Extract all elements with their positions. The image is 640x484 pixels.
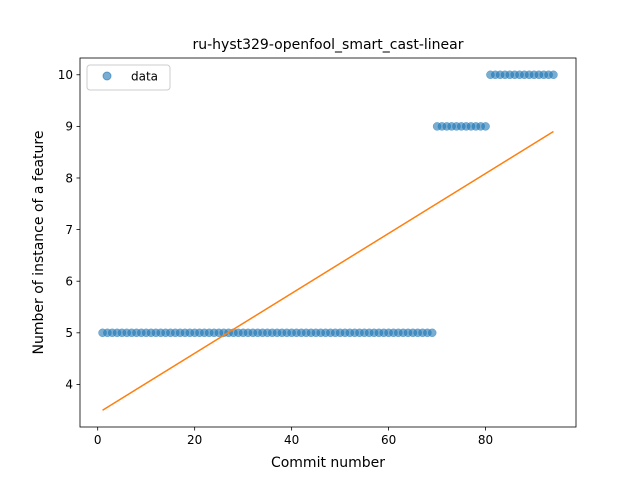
- data-point: [549, 70, 558, 80]
- fit-line: [102, 130, 554, 411]
- data-point: [481, 122, 490, 131]
- data-point: [427, 328, 437, 338]
- tick-group: 0 20 40 60 80 4 5 6 7 8 9 10: [58, 68, 493, 447]
- legend-marker: [102, 71, 112, 81]
- x-tick-label: 20: [187, 433, 202, 447]
- chart-title: ru-hyst329-openfool_smart_cast-linear: [192, 37, 463, 53]
- x-axis-label: Commit number: [271, 455, 385, 471]
- plot-area: [98, 70, 558, 411]
- y-tick-label: 5: [65, 326, 73, 340]
- axes-frame: [79, 57, 577, 428]
- legend-box: [86, 64, 171, 91]
- y-tick-label: 4: [65, 378, 73, 392]
- y-tick-label: 8: [65, 171, 73, 185]
- x-tick-label: 80: [478, 433, 493, 447]
- legend-label: data: [131, 70, 158, 84]
- x-tick-label: 0: [94, 433, 102, 447]
- x-tick-label: 40: [284, 433, 299, 447]
- legend: data: [86, 64, 171, 91]
- y-tick-label: 6: [65, 275, 73, 289]
- x-tick-label: 60: [381, 433, 396, 447]
- y-tick-label: 10: [58, 68, 73, 82]
- y-tick-label: 9: [65, 120, 73, 134]
- y-tick-label: 7: [65, 223, 73, 237]
- y-axis-label: Number of instance of a feature: [31, 131, 47, 355]
